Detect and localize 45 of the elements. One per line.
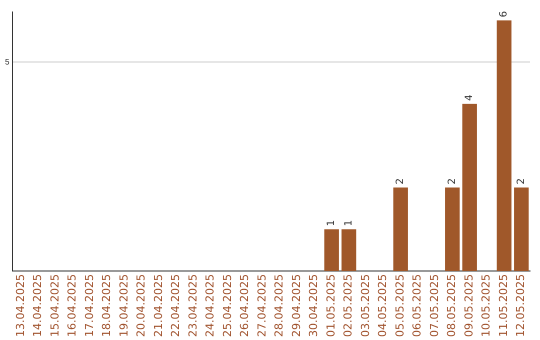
- data-label: 2: [395, 178, 406, 184]
- x-tick-label: 20.04.2025: [134, 274, 148, 338]
- x-tick-label: 08.05.2025: [445, 274, 458, 338]
- x-tick-label: 01.05.2025: [324, 274, 338, 338]
- bar: [324, 229, 339, 272]
- x-tick-label: 30.04.2025: [307, 274, 320, 338]
- x-tick-label: 10.05.2025: [480, 274, 493, 338]
- x-tick-label: 14.04.2025: [31, 274, 44, 338]
- x-tick-label: 04.05.2025: [376, 274, 390, 338]
- x-tick-label: 11.05.2025: [496, 274, 510, 338]
- x-tick-label: 21.04.2025: [152, 274, 165, 338]
- y-tick-label: 5: [4, 57, 10, 66]
- data-label: 2: [446, 178, 458, 184]
- bar: [393, 187, 408, 272]
- x-tick-label: 03.05.2025: [358, 274, 372, 338]
- bar: [445, 187, 460, 272]
- x-tick-label: 27.04.2025: [255, 274, 268, 338]
- x-tick-label: 06.05.2025: [410, 274, 424, 338]
- bar: [496, 20, 512, 272]
- x-tick-label: 26.04.2025: [238, 274, 252, 338]
- data-label: 4: [464, 94, 476, 101]
- x-tick-label: 07.05.2025: [428, 274, 441, 338]
- x-tick-label: 02.05.2025: [342, 274, 355, 338]
- x-tick-label: 28.04.2025: [272, 274, 286, 338]
- x-tick-label: 19.04.2025: [117, 274, 130, 338]
- x-tick-label: 18.04.2025: [100, 274, 114, 338]
- bar: [342, 229, 356, 272]
- data-label: 1: [326, 220, 338, 226]
- bar: [462, 104, 477, 272]
- data-label: 6: [498, 10, 510, 18]
- x-tick-label: 23.04.2025: [186, 274, 200, 338]
- x-tick-label: 24.04.2025: [204, 274, 217, 338]
- x-tick-label: 25.04.2025: [220, 274, 234, 338]
- x-tick-label: 29.04.2025: [290, 274, 303, 338]
- data-label: 2: [516, 178, 527, 184]
- x-tick-label: 16.04.2025: [66, 274, 79, 338]
- x-tick-label: 17.04.2025: [82, 274, 96, 338]
- x-tick-label: 13.04.2025: [14, 274, 27, 338]
- x-tick-label: 22.04.2025: [169, 274, 182, 338]
- x-tick-label: 12.05.2025: [514, 274, 528, 338]
- x-tick-label: 05.05.2025: [393, 274, 406, 338]
- data-label: 1: [343, 220, 354, 226]
- bar: [514, 187, 529, 272]
- x-tick-label: 15.04.2025: [48, 274, 62, 338]
- x-tick-label: 09.05.2025: [462, 274, 476, 338]
